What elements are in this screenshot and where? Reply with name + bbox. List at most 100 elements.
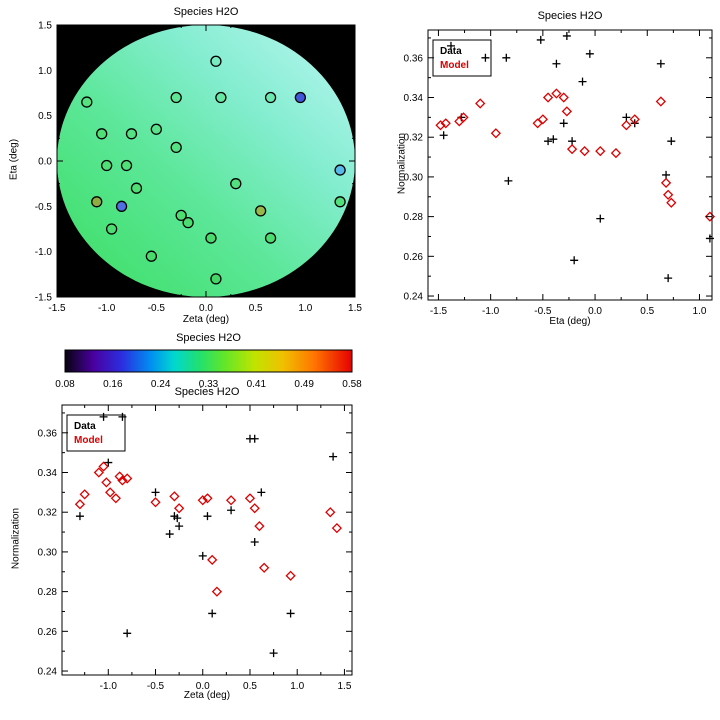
chart-zeta: Data Model -1.0 -0.5 0.0 0.5 1.0 1.5 0.24 0.26 0.2… [38,404,353,692]
map-point [215,91,227,104]
colorbar-tick-label: 0.33 [199,379,219,390]
y-tick-label: 0.5 [38,111,52,122]
x-tick-label: 0.5 [640,306,654,317]
map-point [264,91,277,104]
series-data [75,412,338,658]
x-tick-label: -0.5 [147,681,165,692]
x-tick-label: 1.0 [693,306,707,317]
y-tick-label: 0.32 [38,508,58,519]
colorbar-tick-label: 0.49 [294,379,314,390]
x-tick-label: -1.5 [430,306,448,317]
axes-frame [427,29,713,301]
x-tick-label: 0.5 [243,681,257,692]
legend-eta: Data Model [432,39,492,77]
map-point [230,178,242,190]
chart-colorbar: 0.08 0.16 0.24 0.33 0.41 0.49 0.58 [55,349,362,390]
map-point [115,200,128,212]
y-tick-label: -1.5 [35,293,53,304]
map-point [125,128,138,140]
x-tick-label: 1.0 [290,681,304,692]
series-model [74,461,343,597]
map-point [294,91,307,104]
y-tick-label: 0.24 [404,292,424,303]
x-tick-label: 1.0 [298,303,312,314]
y-tick-label: 1.0 [38,66,52,77]
colorbar-tick-label: 0.16 [103,379,123,390]
legend-label: Model [74,435,103,446]
colorbar-tick-label: 0.58 [342,379,362,390]
series-model [435,88,716,222]
x-tick-label: -0.5 [534,306,552,317]
zeta-scatter-xlabel: Zeta (deg) [183,690,231,701]
map-point [334,164,346,176]
map-point [210,273,222,285]
x-tick-label: 1.5 [348,303,362,314]
map-point [170,141,182,154]
y-tick-label: -0.5 [35,202,53,213]
y-tick-label: 0.34 [38,468,58,479]
eta-scatter-title: Species H2O [537,10,603,22]
map-point [170,91,182,104]
colorbar-title: Species H2O [176,332,241,344]
y-tick-label: 0.34 [404,93,424,104]
map-xlabel: Zeta (deg) [182,314,230,325]
x-tick-label: -1.0 [98,303,116,314]
map-point [150,123,162,135]
map-point [334,196,346,208]
map-point [130,182,143,194]
legend-label: Model [440,60,469,71]
map-point [105,223,118,235]
axes-frame [61,404,353,676]
colorbar-gradient [64,349,353,373]
map-point [182,217,194,229]
map-point [145,250,158,262]
x-tick-label: 1.5 [337,681,351,692]
map-point [120,159,133,172]
zeta-scatter-title: Species H2O [174,386,240,398]
map-point [91,196,103,208]
y-tick-label: 0.0 [38,157,52,168]
map-point [264,232,277,244]
x-tick-label: -1.0 [482,306,500,317]
map-disk [57,25,355,297]
x-tick-label: -1.5 [48,303,66,314]
y-tick-label: 0.30 [404,172,424,183]
y-tick-label: 0.32 [404,133,424,144]
y-tick-label: 0.30 [38,547,58,558]
map-ylabel: Eta (deg) [8,138,20,181]
eta-scatter-ylabel: Normalization [396,132,408,195]
y-tick-label: 0.28 [404,212,424,223]
map-point [254,205,267,217]
y-tick-label: -1.0 [35,247,53,258]
y-tick-label: 0.36 [38,428,58,439]
y-tick-label: 0.26 [404,252,424,263]
x-tick-label: -1.0 [100,681,118,692]
map-point [175,209,187,222]
legend-box [66,414,126,452]
x-tick-label: 0.0 [196,681,210,692]
zeta-scatter-ylabel: Normalization [10,507,22,570]
map-point [205,232,217,244]
legend-label: Data [440,46,462,57]
y-tick-label: 0.28 [38,587,58,598]
colorbar-tick-label: 0.08 [55,379,75,390]
y-tick-label: 0.36 [404,53,424,64]
map-title: Species H2O [173,6,239,18]
legend-label: Data [74,421,96,432]
map-point [81,96,93,108]
colorbar-tick-label: 0.24 [151,379,171,390]
x-tick-label: 0.5 [249,303,263,314]
x-tick-label: 0.0 [588,306,602,317]
x-tick-label: 0.0 [199,303,213,314]
legend-box [432,39,492,77]
eta-scatter-xlabel: Eta (deg) [549,316,591,327]
chart-map: -1.5 -1.0 -0.5 0.0 0.5 1.0 1.5 -1.5 -1.0 -0.5 0.0 0… [35,21,363,315]
y-tick-label: 1.5 [38,21,52,32]
y-tick-label: 0.24 [38,667,58,678]
map-point [101,159,113,172]
colorbar-tick-label: 0.41 [247,379,267,390]
chart-eta: Data Model -1.5 -1.0 -0.5 0.0 0.5 1.0 0.24 0.26 0.… [404,29,716,317]
y-tick-label: 0.26 [38,627,58,638]
